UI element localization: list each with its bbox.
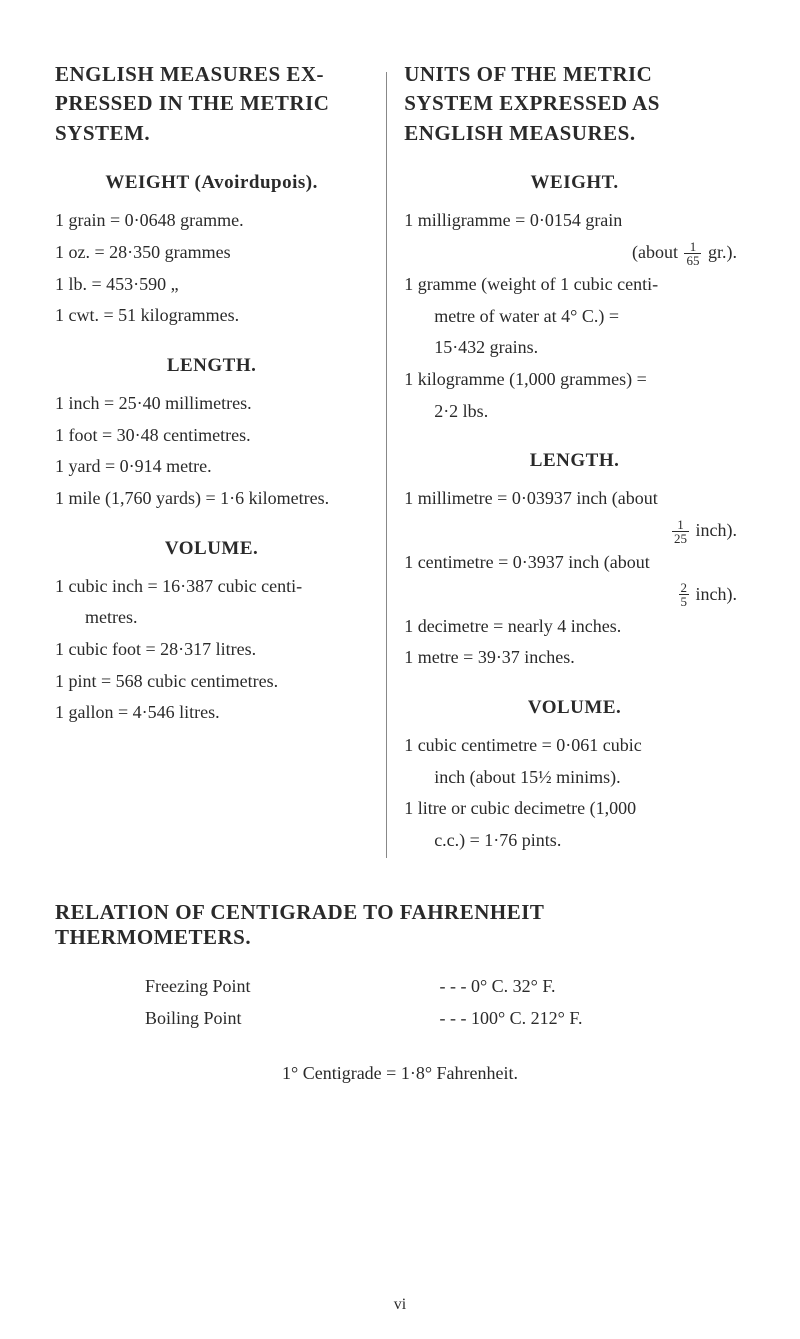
left-volume-line: 1 cubic inch = 16·387 cubic centi- <box>55 572 368 602</box>
right-volume-line: c.c.) = 1·76 pints. <box>404 826 745 856</box>
freezing-value: - - - 0° C. 32° F. <box>440 976 556 996</box>
right-weight-line: (about 165 gr.). <box>404 238 745 268</box>
fraction: 125 <box>672 518 689 546</box>
left-weight-line: 1 oz. = 28·350 grammes <box>55 238 368 268</box>
left-length-line: 1 foot = 30·48 centimetres. <box>55 421 368 451</box>
right-column: UNITS OF THE METRIC SYSTEM EXPRESSED AS … <box>386 60 745 858</box>
left-volume-line: metres. <box>55 603 368 633</box>
left-length-line: 1 inch = 25·40 millimetres. <box>55 389 368 419</box>
right-volume-line: 1 litre or cubic decimetre (1,000 <box>404 794 745 824</box>
boiling-label: Boiling Point <box>145 1002 435 1034</box>
left-length-line: 1 yard = 0·914 metre. <box>55 452 368 482</box>
relation-row: Boiling Point - - - 100° C. 212° F. <box>55 1002 745 1034</box>
right-title: UNITS OF THE METRIC SYSTEM EXPRESSED AS … <box>404 60 745 148</box>
right-weight-heading: WEIGHT. <box>404 172 745 194</box>
right-length-line: 1 millimetre = 0·03937 inch (about <box>404 484 745 514</box>
left-volume-line: 1 pint = 568 cubic centimetres. <box>55 667 368 697</box>
text: inch). <box>691 520 737 540</box>
left-volume-line: 1 gallon = 4·546 litres. <box>55 698 368 728</box>
left-volume-line: 1 cubic foot = 28·317 litres. <box>55 635 368 665</box>
page-number: vi <box>0 1296 800 1314</box>
right-length-heading: LENGTH. <box>404 450 745 472</box>
right-weight-line: 1 gramme (weight of 1 cubic centi- <box>404 270 745 300</box>
right-weight-line: 15·432 grains. <box>404 333 745 363</box>
left-weight-heading: WEIGHT (Avoirdupois). <box>55 172 368 194</box>
right-length-line: 1 metre = 39·37 inches. <box>404 643 745 673</box>
relation-section: RELATION OF CENTIGRADE TO FAHRENHEIT THE… <box>55 900 745 1084</box>
text: (about <box>632 242 682 262</box>
conversion-line: 1° Centigrade = 1·8° Fahrenheit. <box>55 1063 745 1084</box>
right-length-line: 25 inch). <box>404 580 745 610</box>
right-volume-line: inch (about 15½ minims). <box>404 763 745 793</box>
right-volume-heading: VOLUME. <box>404 697 745 719</box>
column-divider <box>386 72 387 858</box>
numerator: 2 <box>679 581 690 595</box>
fraction: 25 <box>679 581 690 609</box>
left-weight-line: 1 lb. = 453·590 „ <box>55 270 368 300</box>
left-volume-heading: VOLUME. <box>55 538 368 560</box>
left-column: ENGLISH MEASURES EX-PRESSED IN THE METRI… <box>55 60 386 858</box>
right-weight-line: metre of water at 4° C.) = <box>404 302 745 332</box>
denominator: 65 <box>684 254 701 268</box>
text: gr.). <box>703 242 737 262</box>
right-length-line: 1 decimetre = nearly 4 inches. <box>404 612 745 642</box>
left-length-line: 1 mile (1,760 yards) = 1·6 kilometres. <box>55 484 368 514</box>
right-weight-line: 1 milligramme = 0·0154 grain <box>404 206 745 236</box>
two-column-layout: ENGLISH MEASURES EX-PRESSED IN THE METRI… <box>55 60 745 858</box>
left-length-heading: LENGTH. <box>55 355 368 377</box>
fraction: 165 <box>684 240 701 268</box>
right-weight-line: 2·2 lbs. <box>404 397 745 427</box>
left-weight-line: 1 grain = 0·0648 gramme. <box>55 206 368 236</box>
denominator: 5 <box>679 595 690 609</box>
boiling-value: - - - 100° C. 212° F. <box>440 1008 583 1028</box>
denominator: 25 <box>672 532 689 546</box>
left-weight-line: 1 cwt. = 51 kilogrammes. <box>55 301 368 331</box>
right-length-line: 1 centimetre = 0·3937 inch (about <box>404 548 745 578</box>
relation-row: Freezing Point - - - 0° C. 32° F. <box>55 970 745 1002</box>
freezing-label: Freezing Point <box>145 970 435 1002</box>
relation-title: RELATION OF CENTIGRADE TO FAHRENHEIT THE… <box>55 900 745 950</box>
left-title: ENGLISH MEASURES EX-PRESSED IN THE METRI… <box>55 60 368 148</box>
text: inch). <box>691 584 737 604</box>
right-weight-line: 1 kilogramme (1,000 grammes) = <box>404 365 745 395</box>
right-length-line: 125 inch). <box>404 516 745 546</box>
numerator: 1 <box>672 518 689 532</box>
numerator: 1 <box>684 240 701 254</box>
right-volume-line: 1 cubic centimetre = 0·061 cubic <box>404 731 745 761</box>
